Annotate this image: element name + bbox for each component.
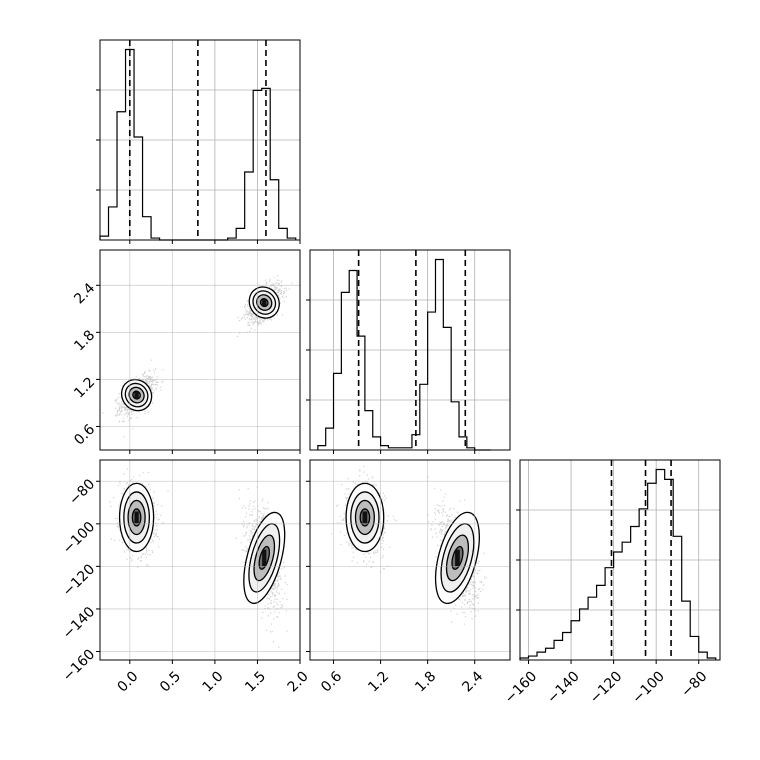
density-peak	[262, 549, 267, 567]
y-tick-label: −120	[60, 561, 99, 600]
x-tick-label: 1.2	[365, 668, 392, 695]
histogram-panel-2	[516, 459, 721, 664]
scatter-panel-0-2	[96, 459, 301, 664]
y-tick-label: 0.6	[71, 421, 98, 448]
y-tick-label: −160	[60, 646, 99, 685]
density-peak	[262, 299, 267, 306]
x-tick-label: 0.5	[157, 668, 184, 695]
x-tick-label: 0.0	[114, 668, 141, 695]
histogram-step-line	[519, 468, 717, 660]
density-peak	[134, 391, 139, 399]
x-tick-label: −80	[678, 668, 710, 700]
histogram-panel-1	[306, 249, 511, 454]
y-tick-label: −80	[66, 476, 98, 508]
panel-frame	[99, 39, 301, 241]
y-tick-label: −140	[60, 604, 99, 643]
x-tick-label: 1.5	[242, 668, 269, 695]
scatter-panel-1-2	[306, 459, 511, 664]
density-peak	[455, 549, 460, 567]
histogram-step-line	[317, 258, 491, 451]
y-tick-label: −100	[60, 519, 99, 558]
x-tick-label: −120	[587, 668, 626, 707]
x-tick-label: 2.4	[459, 668, 486, 695]
x-tick-label: −160	[502, 668, 541, 707]
x-tick-label: −140	[544, 668, 583, 707]
density-peak	[362, 511, 368, 524]
y-tick-label: 1.2	[71, 374, 98, 401]
scatter-panel-0-1	[96, 249, 301, 454]
panel-content	[102, 275, 293, 438]
x-tick-label: 0.6	[318, 668, 345, 695]
histogram-panel-0	[96, 39, 301, 244]
x-tick-label: 2.0	[285, 668, 312, 695]
panel-frame	[99, 459, 301, 661]
x-tick-label: −100	[629, 668, 668, 707]
x-tick-label: 1.8	[412, 668, 439, 695]
panel-frame	[309, 249, 511, 451]
x-tick-label: 1.0	[200, 668, 227, 695]
y-tick-label: 2.4	[71, 280, 98, 307]
panel-frame	[309, 459, 511, 661]
panel-frame	[99, 249, 301, 451]
panel-content	[330, 465, 487, 625]
density-peak	[134, 511, 139, 524]
y-tick-label: 1.8	[71, 327, 98, 354]
panel-frame	[519, 459, 721, 661]
panel-content	[109, 468, 288, 648]
